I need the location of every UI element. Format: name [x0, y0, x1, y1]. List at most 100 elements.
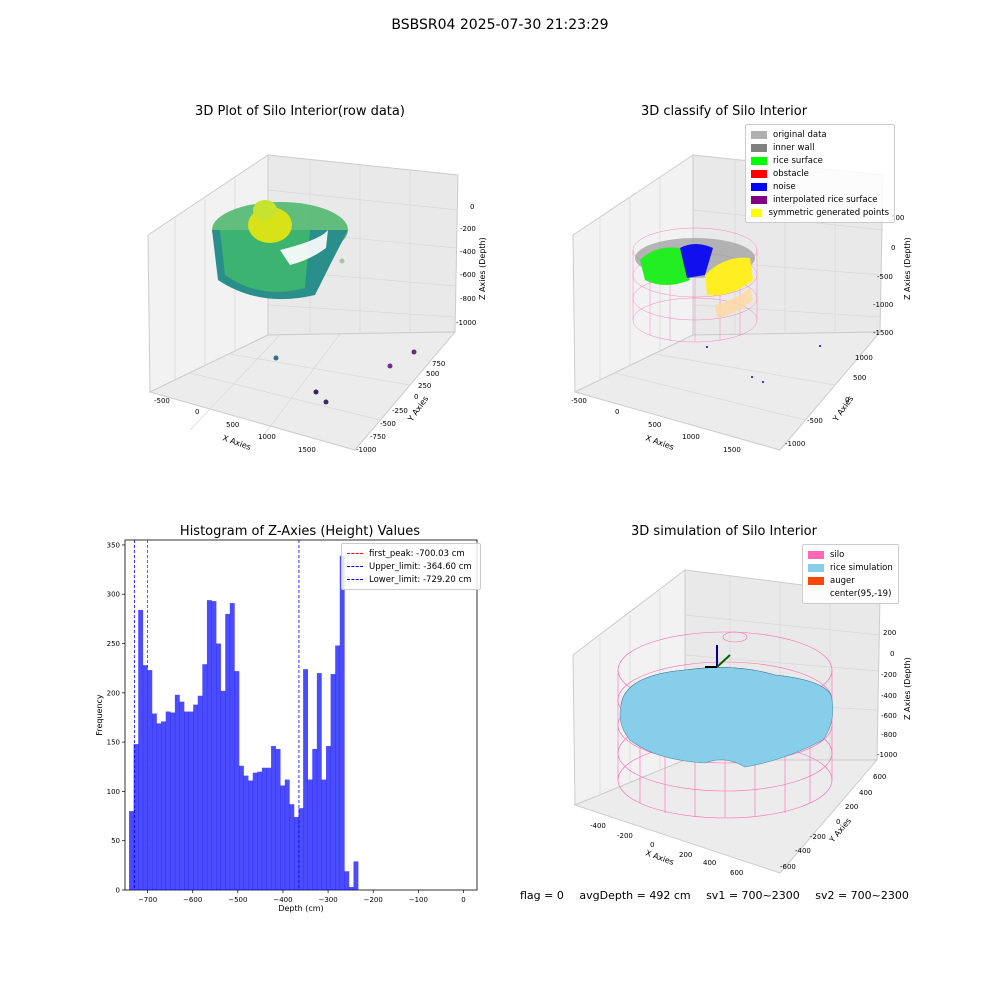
legend-item: center(95,-19) — [808, 587, 893, 600]
legend-swatch — [808, 576, 824, 585]
histogram-xtick-label: −300 — [318, 896, 337, 904]
histogram-ytick-label: 150 — [107, 739, 120, 747]
sim-ztick: -800 — [881, 731, 897, 739]
legend-item: rice simulation — [808, 561, 893, 574]
sim-xtick: -200 — [617, 832, 633, 840]
simulation-3d-plot: -400 -200 0 200 400 600 600 400 200 0 -2… — [572, 568, 912, 877]
sim-xtick: 0 — [650, 841, 654, 849]
raw-ztick: -400 — [460, 248, 476, 256]
histogram-bar — [271, 746, 276, 890]
legend-line-swatch — [347, 579, 363, 580]
histogram-bar — [133, 744, 139, 890]
histogram-bar — [339, 555, 345, 890]
histogram-bar — [261, 767, 267, 890]
histogram-ytick-label: 250 — [107, 640, 120, 648]
classify-ytick: -500 — [807, 417, 823, 425]
sim-xtick: 600 — [730, 869, 743, 877]
sim-ztick: 0 — [890, 650, 894, 658]
histogram-bar — [216, 643, 221, 890]
raw-ztick: -800 — [460, 295, 476, 303]
histogram-xtick-label: 0 — [461, 896, 465, 904]
histogram-bar — [234, 671, 240, 890]
raw-ztick: -600 — [460, 271, 476, 279]
classify-ylabel: Y Axies — [831, 394, 856, 424]
sim-xtick: 200 — [679, 851, 692, 859]
raw-zlabel: Z Axies (Depth) — [478, 237, 487, 300]
histogram-bar — [170, 712, 176, 890]
raw-ytick: -500 — [380, 420, 396, 428]
histogram-xtick-label: −600 — [183, 896, 202, 904]
histogram-bar — [307, 779, 313, 890]
legend-swatch — [751, 208, 763, 217]
histogram-bar — [129, 811, 134, 890]
histogram-bar — [303, 669, 309, 890]
histogram-bar — [197, 695, 203, 890]
classify-xtick: 1500 — [723, 446, 741, 454]
legend-label: rice surface — [773, 155, 823, 166]
sim-ytick: -200 — [810, 833, 826, 841]
histogram-bar — [344, 871, 350, 890]
sim-ytick: 0 — [836, 818, 840, 826]
legend-item: interpolated rice surface — [751, 193, 889, 206]
sim-zlabel: Z Axies (Depth) — [903, 657, 912, 720]
sim-ztick: -1000 — [877, 751, 897, 759]
legend-swatch — [751, 130, 767, 139]
legend-swatch — [751, 143, 767, 152]
legend-line-swatch — [347, 566, 363, 567]
histogram-xlabel: Depth (cm) — [278, 904, 323, 913]
histogram-bar — [174, 694, 180, 890]
classify-xtick: 0 — [615, 408, 619, 416]
legend-item: auger — [808, 574, 893, 587]
histogram-bar — [188, 711, 194, 890]
legend-label: center(95,-19) — [830, 588, 892, 599]
classify-ztick: 0 — [891, 244, 895, 252]
histogram-bar — [330, 674, 336, 890]
histogram-ylabel: Frequency — [95, 694, 104, 736]
classify-ytick: 500 — [853, 374, 866, 382]
raw-xtick: 500 — [226, 421, 239, 429]
raw-ztick: -1000 — [456, 319, 476, 327]
histogram-bar — [275, 749, 281, 890]
histogram-title: Histogram of Z-Axies (Height) Values — [179, 524, 421, 539]
histogram-xtick-label: −700 — [138, 896, 157, 904]
histogram-bar — [220, 690, 226, 890]
histogram-bar — [257, 771, 263, 890]
histogram-bar — [142, 665, 148, 890]
classify-ytick: 1000 — [855, 354, 873, 362]
classify-xtick: 1000 — [682, 433, 700, 441]
raw-ytick: 750 — [432, 360, 445, 368]
raw-ztick: -200 — [460, 225, 476, 233]
histogram-bar — [229, 603, 235, 890]
sim-ytick: 400 — [859, 789, 872, 797]
histogram-ytick-label: 100 — [107, 788, 120, 796]
sim-ztick: -400 — [881, 692, 897, 700]
classify-zlabel: Z Axies (Depth) — [903, 237, 912, 300]
legend-label: first_peak: -700.03 cm — [369, 548, 465, 559]
histogram-bar — [184, 711, 189, 890]
histogram-bar — [298, 808, 304, 890]
sim-xtick: -400 — [590, 822, 606, 830]
histogram-xtick-label: −200 — [364, 896, 383, 904]
raw-ytick: -1000 — [356, 446, 376, 454]
raw-ytick: -250 — [392, 407, 408, 415]
status-line: flag = 0 avgDepth = 492 cm sv1 = 700~230… — [520, 889, 921, 902]
legend-label: rice simulation — [830, 562, 893, 573]
histogram-bar — [293, 817, 299, 890]
legend-label: inner wall — [773, 142, 815, 153]
histogram-ytick-label: 350 — [107, 541, 120, 549]
legend-swatch — [751, 195, 767, 204]
raw-xtick: 1000 — [258, 433, 276, 441]
histogram-bar — [348, 887, 354, 890]
legend-item: noise — [751, 180, 889, 193]
raw-ytick: 500 — [426, 370, 439, 378]
classify-ytick: -1000 — [785, 440, 805, 448]
legend-label: interpolated rice surface — [773, 194, 878, 205]
simulation-legend: silo rice simulation auger center(95,-19… — [802, 544, 899, 604]
legend-item: rice surface — [751, 154, 889, 167]
sim-ytick: 200 — [845, 803, 858, 811]
status-sv1: sv1 = 700~2300 — [706, 889, 800, 902]
classify-ytick: 0 — [845, 396, 849, 404]
legend-item: silo — [808, 548, 893, 561]
histogram-bar — [266, 767, 272, 890]
histogram-ytick-label: 50 — [111, 837, 120, 845]
